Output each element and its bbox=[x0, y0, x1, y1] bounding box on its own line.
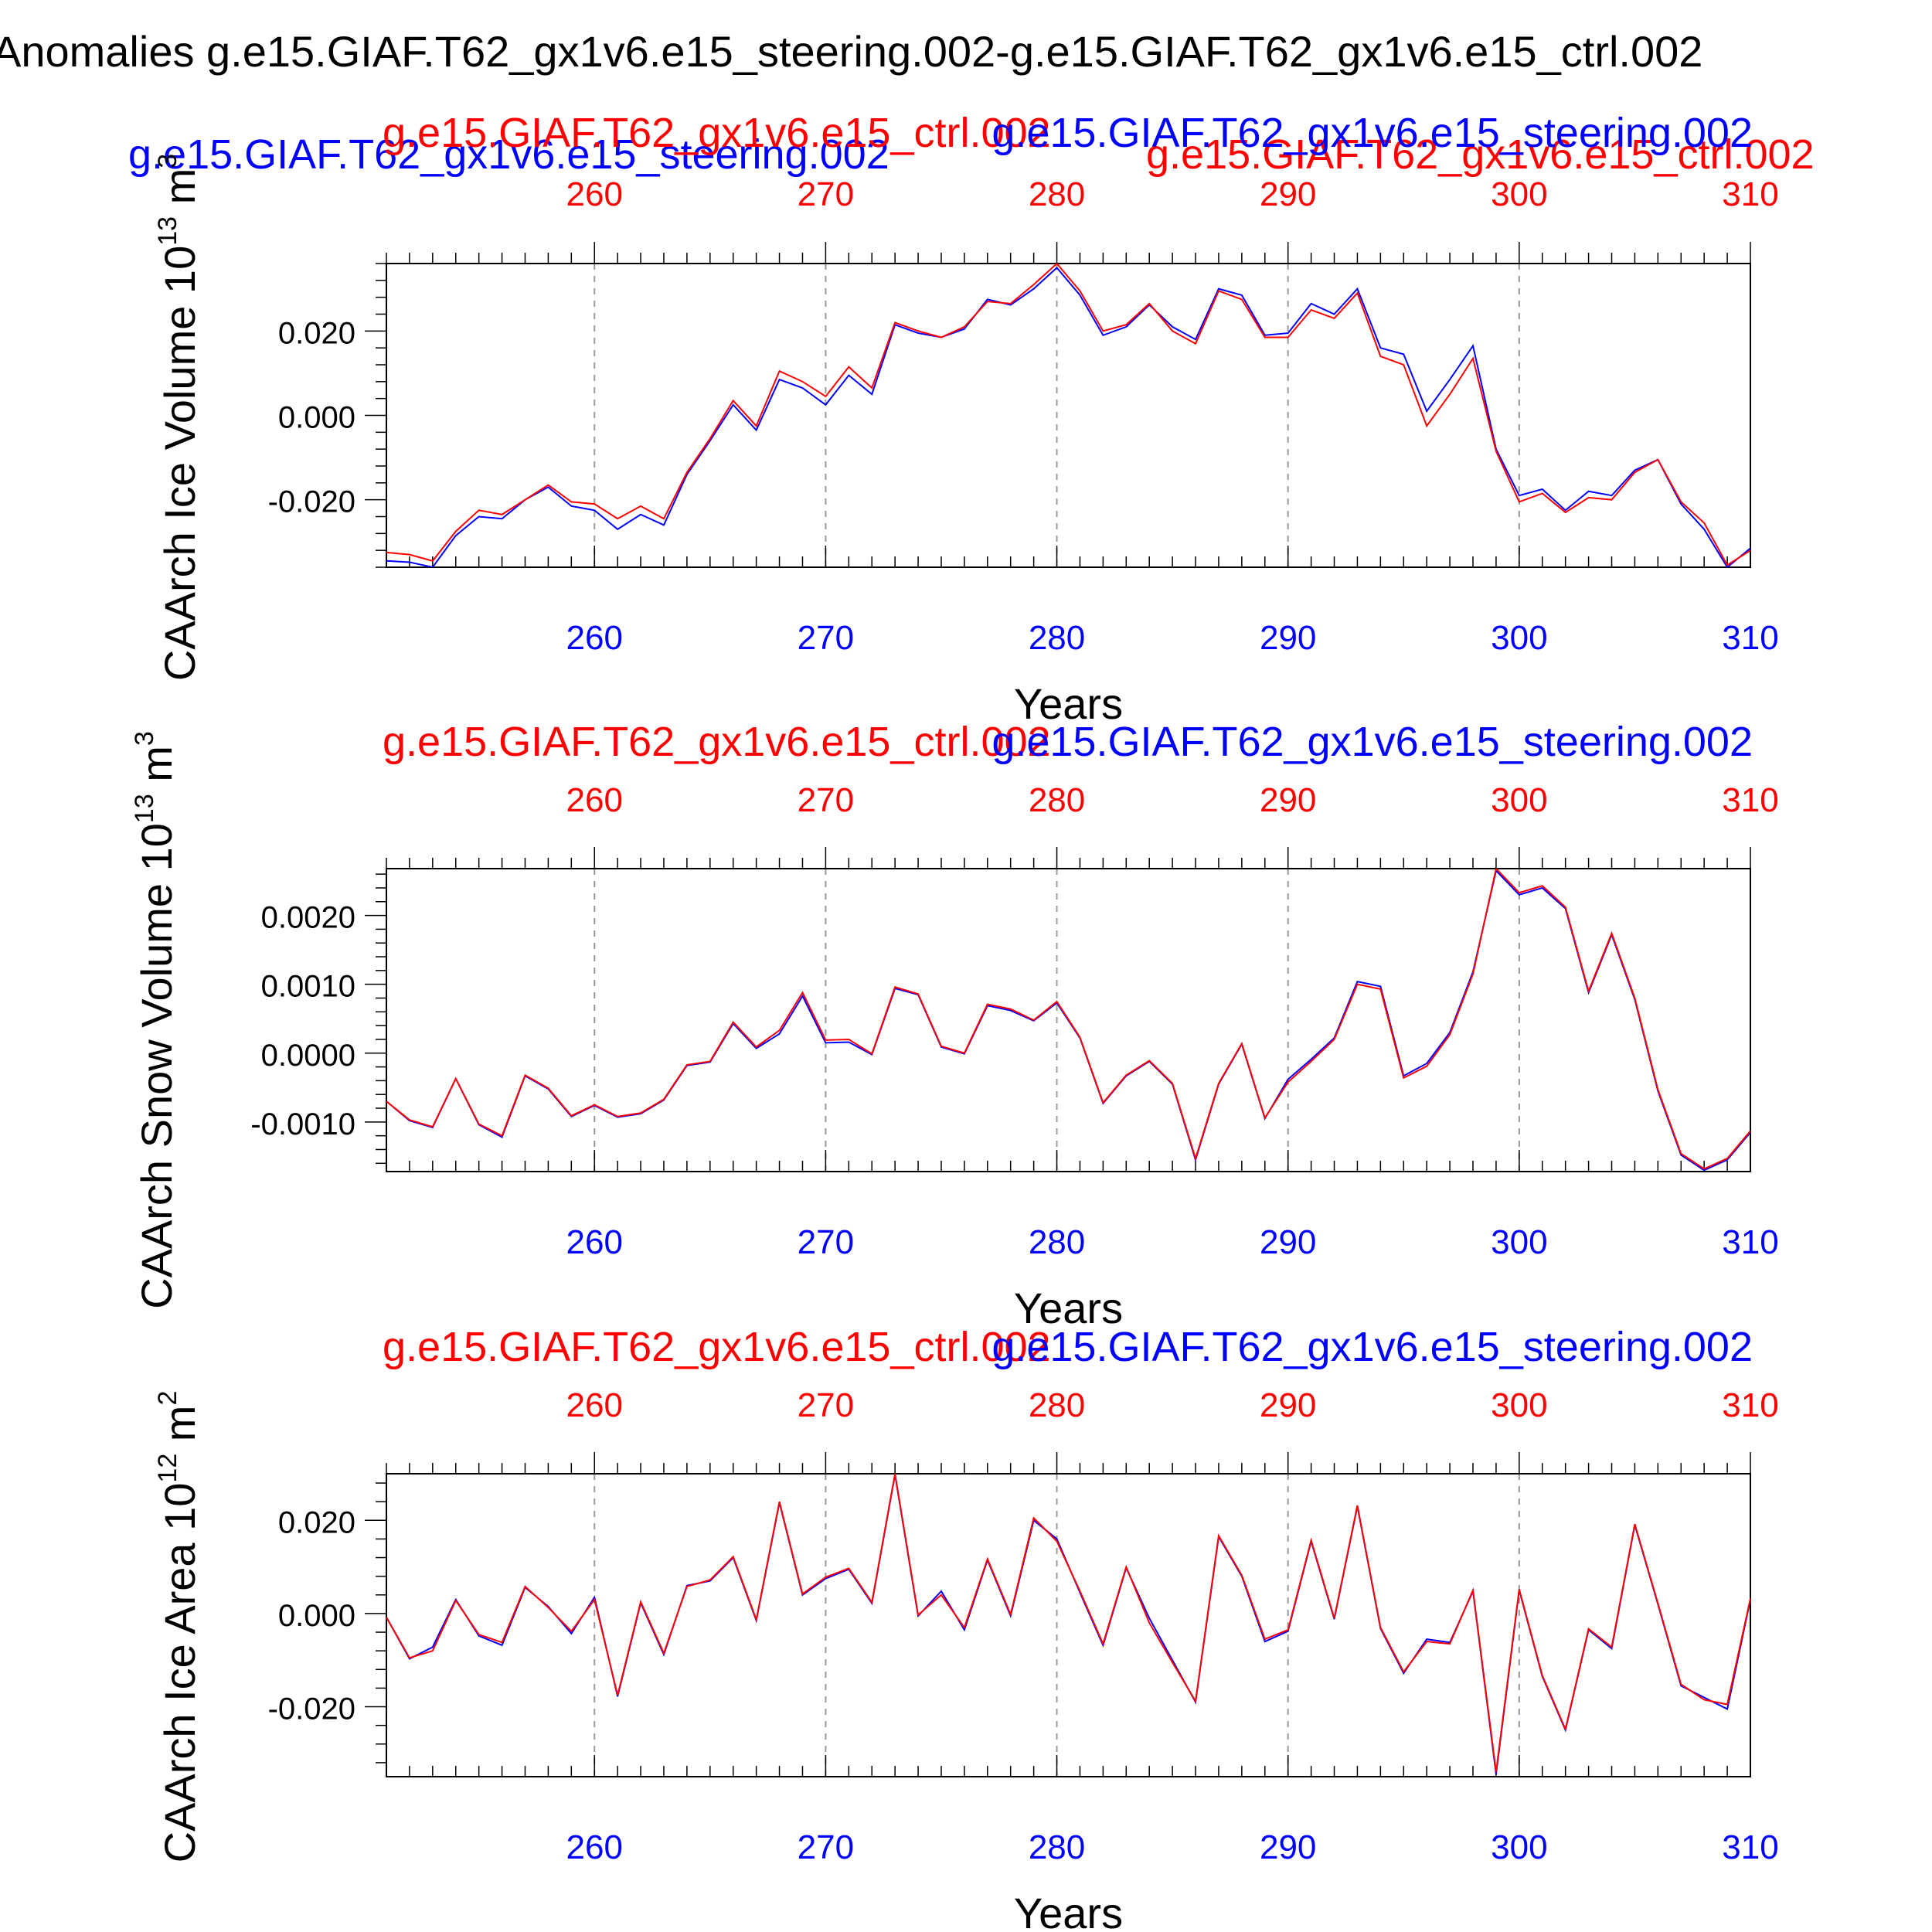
panel-label-steering: g.e15.GIAF.T62_gx1v6.e15_steering.002 bbox=[992, 110, 1753, 156]
bottom-x-tick-label: 280 bbox=[1029, 619, 1085, 657]
plot-frame bbox=[386, 868, 1751, 1172]
bottom-x-tick-label: 310 bbox=[1722, 1828, 1778, 1866]
panel-1: -0.020 0.000 0.020 260 260 270 270 280 280 290 290… bbox=[153, 110, 1779, 728]
y-tick-label: -0.0010 bbox=[250, 1107, 355, 1141]
bottom-x-tick-label: 270 bbox=[798, 1828, 854, 1866]
y-tick-label: 0.0020 bbox=[261, 901, 355, 935]
panel-label-ctrl: g.e15.GIAF.T62_gx1v6.e15_ctrl.002 bbox=[383, 1324, 1051, 1370]
top-x-tick-label: 300 bbox=[1491, 781, 1547, 819]
bottom-x-tick-label: 280 bbox=[1029, 1223, 1085, 1261]
bottom-x-tick-label: 270 bbox=[798, 1223, 854, 1261]
top-x-tick-label: 280 bbox=[1029, 781, 1085, 819]
series-line-ctrl bbox=[386, 264, 1750, 566]
bottom-x-tick-label: 310 bbox=[1722, 619, 1778, 657]
top-x-tick-label: 290 bbox=[1260, 175, 1316, 213]
y-tick-label: 0.0010 bbox=[261, 970, 355, 1004]
panel-2: -0.0010 0.0000 0.0010 0.0020 260 260 270 270 280… bbox=[130, 719, 1779, 1332]
y-tick-label: -0.020 bbox=[268, 485, 355, 519]
y-tick-label: 0.0000 bbox=[261, 1039, 355, 1073]
panel-label-steering: g.e15.GIAF.T62_gx1v6.e15_steering.002 bbox=[992, 719, 1753, 765]
top-x-tick-label: 280 bbox=[1029, 1386, 1085, 1424]
y-tick-label: 0.000 bbox=[278, 401, 355, 435]
top-x-tick-label: 310 bbox=[1722, 175, 1778, 213]
top-x-tick-label: 310 bbox=[1722, 1386, 1778, 1424]
series-line-steering bbox=[386, 267, 1750, 567]
y-tick-label: 0.020 bbox=[278, 316, 355, 350]
bottom-x-tick-label: 260 bbox=[566, 619, 623, 657]
top-x-tick-label: 300 bbox=[1491, 1386, 1547, 1424]
header-label-ctrl: g.e15.GIAF.T62_gx1v6.e15_ctrl.002 bbox=[1146, 131, 1815, 178]
bottom-x-tick-label: 270 bbox=[798, 619, 854, 657]
top-x-tick-label: 270 bbox=[798, 781, 854, 819]
top-x-tick-label: 290 bbox=[1260, 781, 1316, 819]
top-x-tick-label: 290 bbox=[1260, 1386, 1316, 1424]
series-line-ctrl bbox=[386, 1474, 1750, 1773]
bottom-x-tick-label: 310 bbox=[1722, 1223, 1778, 1261]
y-tick-label: 0.020 bbox=[278, 1505, 355, 1539]
x-axis-label: Years bbox=[1014, 679, 1123, 728]
bottom-x-tick-label: 260 bbox=[566, 1828, 623, 1866]
top-x-tick-label: 310 bbox=[1722, 781, 1778, 819]
x-axis-label: Years bbox=[1014, 1889, 1123, 1932]
panel-label-steering: g.e15.GIAF.T62_gx1v6.e15_steering.002 bbox=[992, 1324, 1753, 1370]
panel-3: -0.020 0.000 0.020 260 260 270 270 280 280 290 290… bbox=[153, 1324, 1779, 1932]
bottom-x-tick-label: 300 bbox=[1491, 1223, 1547, 1261]
top-x-tick-label: 280 bbox=[1029, 175, 1085, 213]
top-x-tick-label: 260 bbox=[566, 781, 623, 819]
top-x-tick-label: 270 bbox=[798, 1386, 854, 1424]
y-tick-label: -0.020 bbox=[268, 1692, 355, 1726]
plot-frame bbox=[386, 1473, 1751, 1777]
top-x-tick-label: 270 bbox=[798, 175, 854, 213]
series-line-steering bbox=[386, 1475, 1750, 1775]
bottom-x-tick-label: 290 bbox=[1260, 1828, 1316, 1866]
panel-label-ctrl: g.e15.GIAF.T62_gx1v6.e15_ctrl.002 bbox=[383, 110, 1051, 156]
series-line-ctrl bbox=[386, 869, 1750, 1170]
bottom-x-tick-label: 290 bbox=[1260, 619, 1316, 657]
top-x-tick-label: 260 bbox=[566, 175, 623, 213]
y-axis-label: CAArch Snow Volume 1013 m3 bbox=[130, 731, 181, 1309]
figure-title: Anomalies g.e15.GIAF.T62_gx1v6.e15_steer… bbox=[0, 27, 1702, 76]
header-label-steering: g.e15.GIAF.T62_gx1v6.e15_steering.002 bbox=[128, 131, 889, 178]
x-axis-label: Years bbox=[1014, 1284, 1123, 1332]
bottom-x-tick-label: 290 bbox=[1260, 1223, 1316, 1261]
y-axis-label: CAArch Ice Volume 1013 m3 bbox=[153, 154, 204, 681]
y-tick-label: 0.000 bbox=[278, 1599, 355, 1633]
bottom-x-tick-label: 280 bbox=[1029, 1828, 1085, 1866]
bottom-x-tick-label: 300 bbox=[1491, 619, 1547, 657]
plot-frame bbox=[386, 263, 1751, 568]
panel-label-ctrl: g.e15.GIAF.T62_gx1v6.e15_ctrl.002 bbox=[383, 719, 1051, 765]
bottom-x-tick-label: 260 bbox=[566, 1223, 623, 1261]
top-x-tick-label: 300 bbox=[1491, 175, 1547, 213]
y-axis-label: CAArch Ice Area 1012 m2 bbox=[153, 1391, 204, 1863]
top-x-tick-label: 260 bbox=[566, 1386, 623, 1424]
bottom-x-tick-label: 300 bbox=[1491, 1828, 1547, 1866]
